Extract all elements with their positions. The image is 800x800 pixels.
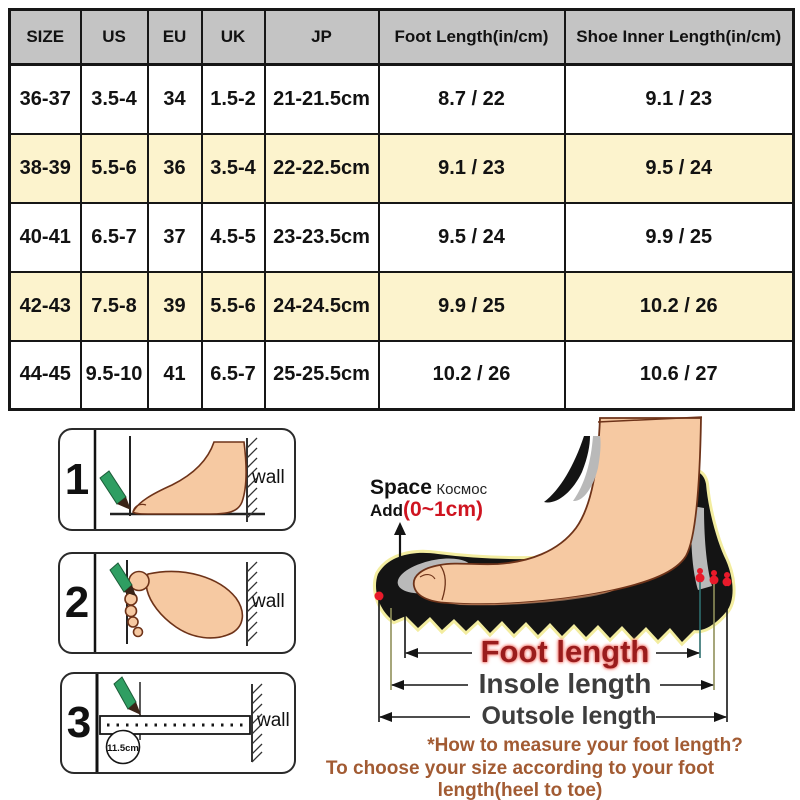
step-number: 1 (64, 454, 90, 504)
step-number: 2 (64, 578, 90, 627)
table-cell: 25-25.5cm (263, 339, 380, 411)
header-cell: Foot Length(in/cm) (377, 8, 566, 66)
shoe-collar (544, 436, 590, 503)
insole-length-label: Insole length (478, 668, 652, 699)
pencil-icon (109, 562, 133, 593)
table-cell: 9.5-10 (79, 339, 149, 411)
table-cell: 6.5-7 (79, 201, 149, 273)
table-cell: 10.6 / 27 (563, 339, 795, 411)
header-row: SIZE US EU UK JP Foot Length(in/cm) Shoe Inner… (8, 8, 795, 66)
outsole-length-label: Outsole length (481, 702, 657, 730)
measurement-circle (105, 729, 141, 765)
header-cell: Shoe Inner Length(in/cm) (563, 8, 795, 66)
measure-point-dots (374, 568, 732, 601)
table-row: 40-41 6.5-7 37 4.5-5 23-23.5cm 9.5 / 24 9.9 / … (8, 201, 795, 273)
table-cell: 1.5-2 (200, 63, 266, 135)
table-cell: 40-41 (8, 201, 82, 273)
table-cell: 44-45 (8, 339, 82, 411)
step-2-illustration (93, 554, 258, 652)
table-cell: 4.5-5 (200, 201, 266, 273)
foot-measure-diagram (373, 416, 736, 722)
step-1-illustration (93, 430, 265, 529)
table-cell: 24-24.5cm (263, 270, 380, 342)
table-cell: 3.5-4 (79, 63, 149, 135)
space-label-ru: Космос (436, 481, 488, 498)
table-cell: 36-37 (8, 63, 82, 135)
foot-and-leg (412, 416, 703, 606)
header-cell: US (79, 8, 149, 66)
wall-hatching (246, 437, 258, 522)
table-cell: 9.5 / 24 (377, 201, 566, 273)
step-box-1: 1 wall (58, 428, 296, 531)
table-cell: 5.5-6 (79, 132, 149, 204)
table-cell: 23-23.5cm (263, 201, 380, 273)
table-cell: 37 (146, 201, 203, 273)
table-cell: 38-39 (8, 132, 82, 204)
ruler-value: 11.5cm (107, 743, 139, 754)
table-cell: 10.2 / 26 (563, 270, 795, 342)
size-chart-table: SIZE US EU UK JP Foot Length(in/cm) Shoe Inner… (8, 8, 795, 411)
table-cell: 42-43 (8, 270, 82, 342)
wall-label: wall (257, 710, 290, 731)
table-cell: 36 (146, 132, 203, 204)
add-range-value: (0~1cm) (403, 498, 484, 521)
step-3-illustration: 11.5cm (95, 674, 263, 772)
space-label: Space (370, 476, 432, 499)
choose-size-note: To choose your size according to your fo… (325, 758, 715, 800)
footprint-top-view (124, 570, 244, 639)
table-cell: 9.9 / 25 (377, 270, 566, 342)
header-cell: UK (200, 8, 266, 66)
guide-lines (378, 582, 728, 722)
toe-space-note: Space Космос Add(0~1cm) (370, 476, 488, 522)
header-cell: SIZE (8, 8, 82, 66)
table-cell: 34 (146, 63, 203, 135)
wall-hatching (251, 683, 263, 763)
add-label: Add (370, 501, 404, 520)
table-cell: 5.5-6 (200, 270, 266, 342)
dimension-arrows (379, 648, 727, 722)
table-cell: 9.1 / 23 (377, 132, 566, 204)
table-row: 38-39 5.5-6 36 3.5-4 22-22.5cm 9.1 / 23 9.5 / … (8, 132, 795, 204)
table-row: 42-43 7.5-8 39 5.5-6 24-24.5cm 9.9 / 25 10.2 /… (8, 270, 795, 342)
table-cell: 6.5-7 (200, 339, 266, 411)
table-row: 36-37 3.5-4 34 1.5-2 21-21.5cm 8.7 / 22 9.1 / … (8, 63, 795, 135)
table-cell: 3.5-4 (200, 132, 266, 204)
table-cell: 9.5 / 24 (563, 132, 795, 204)
table-cell: 41 (146, 339, 203, 411)
table-cell: 21-21.5cm (263, 63, 380, 135)
table-cell: 7.5-8 (79, 270, 149, 342)
wall-hatching (246, 561, 258, 646)
table-cell: 22-22.5cm (263, 132, 380, 204)
header-cell: JP (263, 8, 380, 66)
table-cell: 39 (146, 270, 203, 342)
foot-side-view (132, 441, 247, 515)
table-cell: 9.1 / 23 (563, 63, 795, 135)
table-row: 44-45 9.5-10 41 6.5-7 25-25.5cm 10.2 / 26 10.6… (8, 339, 795, 411)
step-box-2: 2 wall (58, 552, 296, 654)
table-cell: 8.7 / 22 (377, 63, 566, 135)
how-to-measure-note: *How to measure your foot length? (427, 735, 743, 756)
table-cell: 10.2 / 26 (377, 339, 566, 411)
pencil-icon (99, 470, 127, 505)
step-number: 3 (66, 698, 92, 747)
wall-label: wall (252, 591, 285, 612)
header-cell: EU (146, 8, 203, 66)
table-cell: 9.9 / 25 (563, 201, 795, 273)
pencil-icon (113, 676, 137, 710)
step-box-3: 11.5cm 3 wall (60, 672, 296, 774)
space-up-arrow (394, 522, 406, 560)
foot-length-label: Foot length (480, 634, 650, 669)
wall-label: wall (252, 467, 285, 488)
